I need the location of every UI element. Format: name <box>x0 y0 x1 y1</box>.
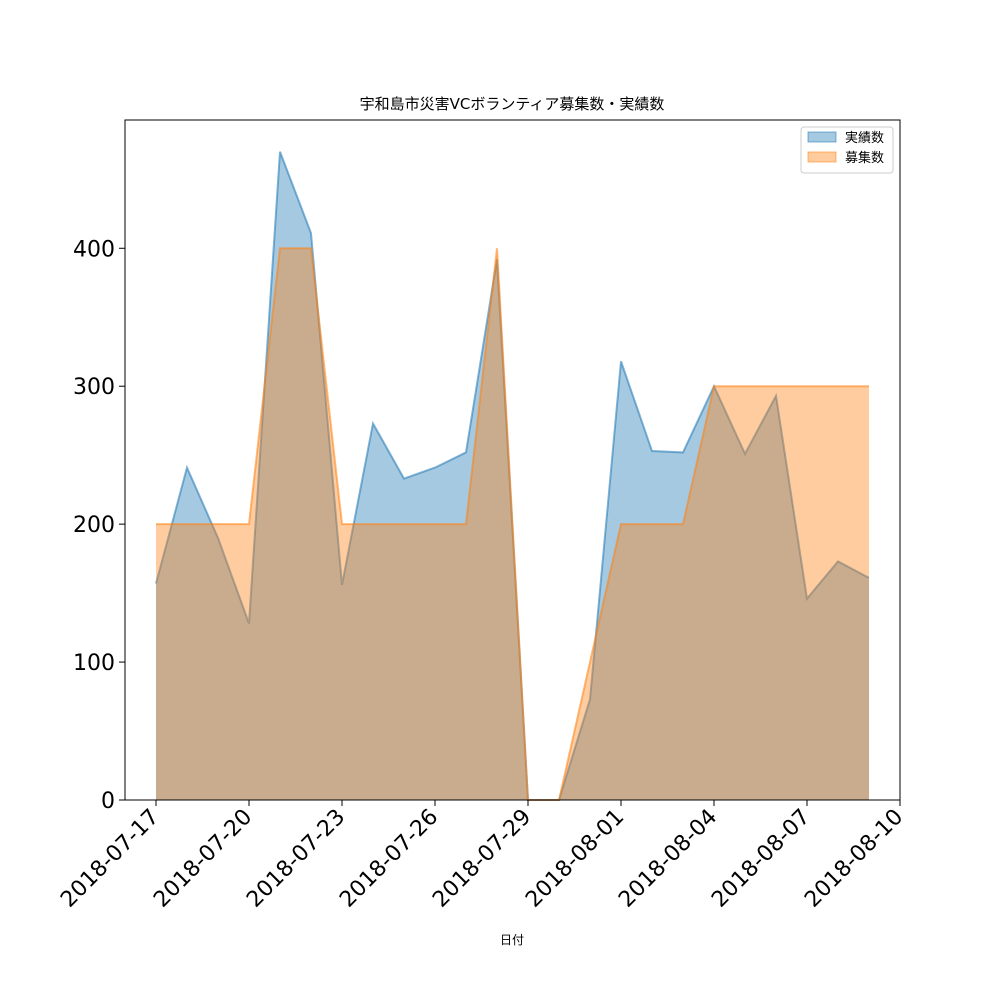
x-axis: 2018-07-172018-07-202018-07-232018-07-26… <box>56 800 908 913</box>
series-areas <box>155 151 870 801</box>
x-tick-label: 2018-07-26 <box>335 805 443 913</box>
y-tick-label: 200 <box>73 513 115 538</box>
legend-swatch <box>807 151 837 163</box>
legend-label: 実績数 <box>845 130 884 146</box>
x-tick-label: 2018-08-10 <box>800 805 908 913</box>
x-tick-label: 2018-08-07 <box>707 805 815 913</box>
x-tick-label: 2018-07-17 <box>56 805 164 913</box>
y-tick-label: 300 <box>73 375 115 400</box>
x-tick-label: 2018-08-04 <box>614 805 722 913</box>
x-tick-label: 2018-07-20 <box>149 805 257 913</box>
area-fill-series-0 <box>156 151 869 801</box>
y-tick-label: 0 <box>101 789 115 814</box>
x-tick-label: 2018-07-29 <box>428 805 536 913</box>
x-axis-label: 日付 <box>500 933 524 947</box>
x-tick-label: 2018-07-23 <box>242 805 350 913</box>
x-tick-label: 2018-08-01 <box>521 805 629 913</box>
chart-title: 宇和島市災害VCボランティア募集数・実績数 <box>360 95 665 113</box>
y-tick-label: 400 <box>73 237 115 262</box>
series-line-1 <box>156 247 869 801</box>
y-axis: 0 100 200 300 400 <box>73 237 125 814</box>
legend-label: 募集数 <box>845 150 884 166</box>
plot-frame <box>124 119 901 801</box>
y-tick-label: 100 <box>73 651 115 676</box>
legend-swatch <box>807 131 837 143</box>
